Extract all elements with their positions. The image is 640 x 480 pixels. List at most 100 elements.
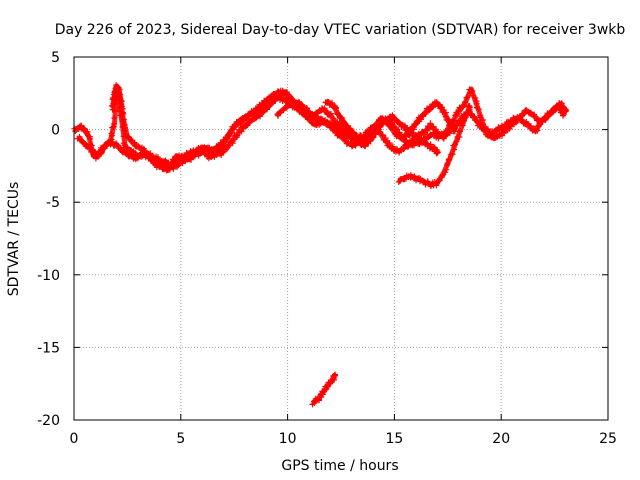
data-point <box>223 139 229 146</box>
data-point <box>83 142 90 149</box>
data-point <box>308 119 315 126</box>
data-point <box>442 113 449 120</box>
data-point <box>471 113 478 120</box>
data-point <box>424 142 431 149</box>
data-point <box>559 110 566 117</box>
y-tick-label: -20 <box>37 413 60 429</box>
x-tick-label: 25 <box>599 431 617 447</box>
data-point <box>446 130 453 137</box>
y-tick-label: -15 <box>37 340 60 356</box>
data-point <box>109 139 116 145</box>
data-point <box>404 144 411 150</box>
data-point <box>219 142 226 149</box>
chart-title: Day 226 of 2023, Sidereal Day-to-day VTE… <box>55 22 626 38</box>
data-point <box>443 166 450 173</box>
data-point <box>464 94 471 101</box>
data-point <box>291 104 298 111</box>
x-tick-label: 5 <box>176 431 185 447</box>
data-point <box>115 90 122 97</box>
y-tick-label: -5 <box>46 195 60 211</box>
data-point <box>111 100 117 107</box>
data-point <box>408 138 415 144</box>
data-point <box>456 134 463 140</box>
data-point <box>287 94 294 101</box>
data-point <box>76 133 83 140</box>
data-point <box>230 136 237 143</box>
data-point <box>131 140 138 147</box>
data-point <box>304 105 311 112</box>
data-point <box>87 135 94 142</box>
data-point <box>228 127 235 134</box>
data-point <box>417 135 424 142</box>
data-point <box>117 94 124 101</box>
data-point <box>423 109 430 116</box>
data-point <box>124 144 131 151</box>
data-point <box>125 152 132 159</box>
data-point <box>299 102 306 109</box>
data-point <box>154 154 161 161</box>
y-tick-label: -10 <box>37 268 60 284</box>
data-point <box>452 112 459 119</box>
data-point <box>331 372 338 379</box>
data-point <box>337 126 344 133</box>
data-point <box>317 116 324 123</box>
data-point <box>472 95 479 101</box>
data-point <box>456 128 463 135</box>
data-point <box>231 123 238 130</box>
x-tick-label: 10 <box>279 431 297 447</box>
y-tick-label: 0 <box>51 123 60 139</box>
data-point <box>383 138 390 144</box>
data-point <box>120 118 127 125</box>
data-point <box>450 126 457 133</box>
data-point <box>439 134 446 141</box>
data-point <box>446 156 452 163</box>
data-point <box>401 145 408 152</box>
data-point <box>481 127 488 134</box>
data-point <box>135 143 142 150</box>
data-point <box>382 136 389 143</box>
data-point <box>204 144 211 151</box>
series-track-7 <box>309 371 339 408</box>
data-point <box>227 128 234 135</box>
data-point <box>396 120 403 127</box>
data-point <box>465 106 472 113</box>
plot-frame <box>73 56 609 421</box>
data-point <box>92 155 99 162</box>
data-layer <box>71 82 570 408</box>
data-point <box>475 106 482 113</box>
x-axis-label: GPS time / hours <box>281 458 398 474</box>
data-point <box>439 172 446 179</box>
data-point <box>312 395 319 402</box>
data-point <box>557 106 564 113</box>
data-point <box>444 160 451 167</box>
tick-layer: 0 5 10 15 20 25 5 0 -5 -10 -15 -20 <box>37 50 617 447</box>
x-tick-label: 0 <box>70 431 79 447</box>
data-point <box>262 103 269 110</box>
data-point <box>270 97 277 104</box>
y-axis-label: SDTVAR / TECUs <box>6 182 22 297</box>
data-point <box>379 131 386 138</box>
x-tick-label: 20 <box>492 431 510 447</box>
data-point <box>421 131 428 138</box>
data-point <box>265 100 272 107</box>
data-point <box>120 111 127 117</box>
data-point <box>277 109 284 116</box>
series-track-5 <box>322 98 458 150</box>
data-point <box>393 125 399 132</box>
data-point <box>462 99 469 105</box>
data-point <box>111 115 118 121</box>
data-point <box>89 146 95 153</box>
y-tick-label: 5 <box>51 50 60 66</box>
data-point <box>469 87 476 94</box>
data-point <box>123 149 130 156</box>
data-point <box>449 151 456 158</box>
data-point <box>123 144 130 150</box>
data-point <box>434 148 441 155</box>
data-point <box>453 138 460 145</box>
data-point <box>165 159 172 166</box>
data-point <box>118 98 125 105</box>
data-point <box>170 165 177 172</box>
data-point <box>109 106 116 113</box>
